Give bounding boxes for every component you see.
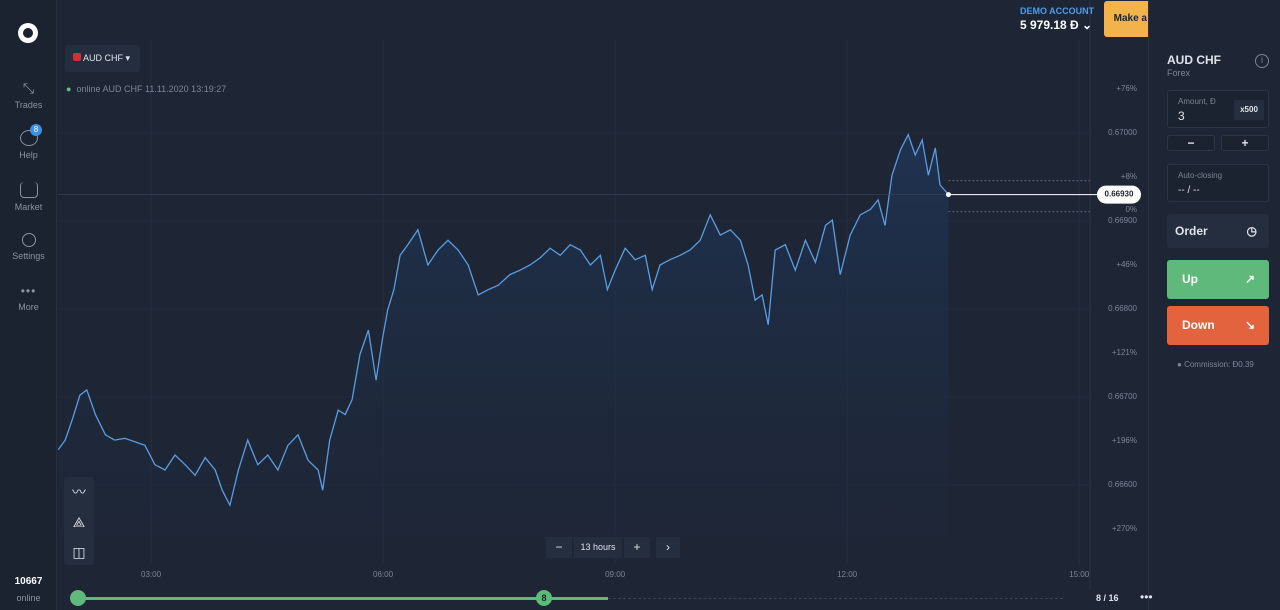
tool-chart-type[interactable]: 〰 [72, 484, 86, 500]
zoom-in[interactable]: + [624, 537, 650, 558]
price-badge [1097, 185, 1141, 204]
autoclose-label: Auto-closing [1178, 171, 1223, 180]
asset-select[interactable]: AUD CHF ▾ [65, 45, 140, 72]
balance-text: 5 979.18 Đ [1020, 18, 1079, 32]
payout-label: +8% [1121, 172, 1137, 181]
x-tick-label: 12:00 [837, 570, 858, 579]
panel-asset-type: Forex [1167, 68, 1191, 78]
nav-settings[interactable]: Settings [0, 233, 57, 261]
nav-help[interactable]: Help [0, 130, 57, 160]
autoclose-value: -- / -- [1178, 185, 1200, 196]
commission-text: Commission: Đ0.39 [1184, 360, 1254, 369]
amount-input[interactable]: Amount, Đ 3 x500 [1167, 90, 1269, 128]
users-label: online [16, 593, 41, 603]
x-tick-label: 06:00 [373, 570, 394, 579]
timeline-rest [608, 598, 1063, 599]
price-line [57, 133, 949, 508]
nav-label: Trades [14, 100, 43, 110]
nav-more[interactable]: ••• More [18, 284, 39, 312]
account-type: DEMO ACCOUNT [1020, 6, 1095, 16]
nav-label: Settings [12, 251, 45, 261]
timeline-pages: 8 / 16 [1096, 593, 1119, 603]
multiplier[interactable]: x500 [1234, 100, 1264, 120]
payout-label: +46% [1116, 260, 1137, 269]
up-label: Up [1182, 272, 1198, 286]
zoom-period: 13 hours [574, 537, 622, 558]
info-icon[interactable]: i [1255, 54, 1269, 68]
nav-label: More [18, 302, 39, 312]
timeline-start[interactable] [70, 590, 86, 606]
timeline-marker[interactable]: 8 [536, 590, 552, 606]
nav-label: Market [14, 202, 43, 212]
order-button[interactable]: Order ◷ [1167, 214, 1269, 248]
y-tick-label: 0.67000 [1108, 128, 1137, 137]
nav-trades[interactable]: ⤡ Trades [14, 80, 43, 110]
current-dot [945, 192, 951, 198]
status-text: online AUD CHF 11.11.2020 13:19:27 [76, 84, 227, 94]
payout-label: +121% [1112, 348, 1137, 357]
tool-draw[interactable]: ⟁ [72, 514, 86, 530]
y-tick-label: 0.66800 [1108, 304, 1137, 313]
balance[interactable]: 5 979.18 Đ ⌄ [1020, 18, 1093, 32]
down-button[interactable]: Down ↘ [1167, 306, 1269, 345]
trade-panel: AUD CHF Forex i Amount, Đ 3 x500 − + Aut… [1148, 0, 1280, 610]
amount-minus[interactable]: − [1167, 135, 1215, 151]
help-badge: 8 [30, 124, 42, 136]
amount-plus[interactable]: + [1221, 135, 1269, 151]
users-count: 10667 [14, 576, 43, 587]
sidebar: ⤡ Trades Help 8 Market Settings ••• More 1… [0, 0, 57, 610]
payout-label: +270% [1112, 524, 1137, 533]
asset-button-label: AUD CHF [83, 53, 123, 63]
autoclose[interactable]: Auto-closing -- / -- [1167, 164, 1269, 202]
order-label: Order [1175, 224, 1208, 238]
down-label: Down [1182, 318, 1215, 332]
chart: 03:00 06:00 09:00 12:00 15:00 0.67000 0.66900 0… [57, 0, 1141, 590]
payout-label: +76% [1116, 84, 1137, 93]
x-tick-label: 09:00 [605, 570, 626, 579]
nav-label: Help [19, 150, 38, 160]
y-tick-label: 0.66700 [1108, 392, 1137, 401]
y-tick-label: 0.66600 [1108, 480, 1137, 489]
amount-label: Amount, Đ [1178, 97, 1216, 106]
area [58, 134, 949, 565]
zoom-out[interactable]: − [546, 537, 572, 558]
payout-label: +196% [1112, 436, 1137, 445]
payout-label: 0% [1125, 205, 1137, 214]
x-tick-label: 03:00 [141, 570, 162, 579]
zoom-next[interactable]: › [656, 537, 680, 558]
timeline-progress [78, 597, 608, 600]
x-tick-label: 15:00 [1069, 570, 1090, 579]
status: ● online AUD CHF 11.11.2020 13:19:27 [66, 84, 227, 94]
zoom-controls: − 13 hours + › [546, 537, 680, 558]
up-button[interactable]: Up ↗ [1167, 260, 1269, 299]
panel-asset: AUD CHF [1167, 53, 1221, 67]
tool-layout[interactable]: ◫ [72, 544, 86, 560]
timeline-more[interactable]: ••• [1140, 590, 1153, 604]
price-badge-label: 0.66930 [1105, 190, 1134, 199]
amount-value: 3 [1178, 109, 1185, 123]
y-tick-label: 0.66900 [1108, 216, 1137, 225]
logo [18, 23, 38, 43]
nav-market[interactable]: Market [0, 182, 57, 212]
chart-tools: 〰 ⟁ ◫ [64, 477, 94, 565]
commission: ● Commission: Đ0.39 [1177, 360, 1254, 369]
